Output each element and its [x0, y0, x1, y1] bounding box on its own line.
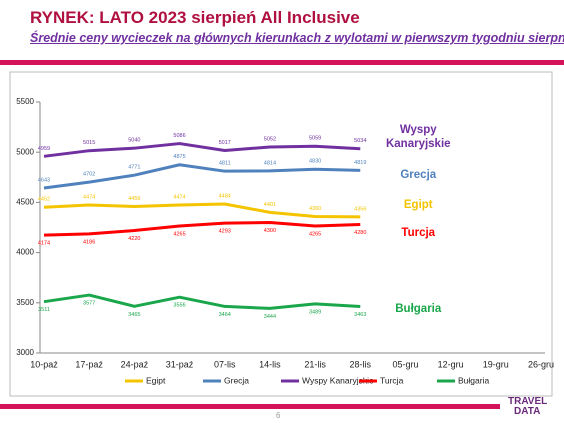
data-label: 4452: [38, 197, 50, 203]
data-label: 4280: [354, 230, 366, 236]
data-label: 4220: [128, 236, 140, 242]
data-label: 4702: [83, 172, 95, 178]
series-end-label: Turcja: [401, 227, 436, 240]
x-tick-label: 28-lis: [350, 359, 372, 369]
data-label: 4356: [354, 206, 366, 212]
series-line: [43, 202, 361, 219]
data-label: 3444: [264, 314, 276, 320]
data-label: 4360: [309, 206, 321, 212]
slide-title: RYNEK: LATO 2023 sierpień All Inclusive: [30, 8, 360, 27]
legend-label: Wyspy Kanaryjskie: [302, 375, 374, 385]
data-label: 4643: [38, 177, 50, 183]
series-line: [43, 293, 361, 310]
data-label: 4474: [83, 194, 95, 200]
y-tick-label: 4000: [16, 248, 34, 257]
data-label: 4484: [219, 193, 231, 199]
series-line: [43, 163, 361, 190]
series-line: [43, 220, 361, 237]
data-label: 4811: [219, 161, 231, 167]
legend-label: Egipt: [146, 375, 166, 385]
y-tick-label: 4500: [16, 198, 34, 207]
data-label: 4401: [264, 202, 276, 208]
x-tick-label: 05-gru: [392, 359, 418, 369]
data-label: 4265: [309, 231, 321, 237]
data-label: 4819: [354, 160, 366, 166]
x-tick-label: 31-paź: [166, 359, 194, 369]
series-line: [43, 142, 361, 158]
y-tick-label: 3000: [16, 348, 34, 357]
slide-subtitle: Średnie ceny wycieczek na głównych kieru…: [30, 31, 564, 45]
x-tick-label: 10-paź: [30, 359, 58, 369]
data-label: 3577: [83, 301, 95, 307]
x-tick-label: 07-lis: [214, 359, 236, 369]
legend-label: Turcja: [380, 375, 404, 385]
x-tick-label: 26-gru: [528, 359, 554, 369]
data-label: 4174: [38, 241, 50, 247]
data-label: 4459: [128, 196, 140, 202]
data-label: 4875: [173, 154, 185, 160]
series-end-label: Egipt: [403, 198, 433, 211]
data-label: 4265: [173, 231, 185, 237]
x-tick-label: 14-lis: [259, 359, 281, 369]
bottom-band: [0, 404, 500, 409]
data-label: 3511: [38, 307, 50, 313]
data-label: 4959: [38, 146, 50, 152]
y-tick-label: 5000: [16, 147, 34, 156]
x-tick-label: 17-paź: [75, 359, 103, 369]
data-label: 4830: [309, 159, 321, 165]
y-tick-label: 3500: [16, 298, 34, 307]
data-label: 5059: [309, 136, 321, 142]
legend-label: Grecja: [224, 375, 249, 385]
data-label: 4186: [83, 239, 95, 245]
logo: TRAVEL DATA: [508, 397, 547, 417]
logo-line: DATA: [514, 406, 541, 417]
data-label: 4300: [264, 228, 276, 234]
series-end-label: Grecja: [400, 169, 437, 182]
data-label: 5052: [264, 136, 276, 142]
x-tick-label: 19-gru: [483, 359, 509, 369]
series-end-label: Wyspy Kanaryjskie: [385, 123, 451, 150]
x-tick-label: 24-paź: [121, 359, 149, 369]
data-label: 5086: [173, 133, 185, 139]
top-band: [0, 60, 564, 65]
x-tick-label: 12-gru: [438, 359, 464, 369]
x-tick-label: 21-lis: [304, 359, 326, 369]
data-label: 3556: [173, 303, 185, 309]
data-label: 5040: [128, 138, 140, 144]
data-label: 3489: [309, 309, 321, 315]
legend-label: Bułgaria: [458, 375, 489, 385]
series-end-label: Bułgaria: [395, 302, 442, 315]
data-label: 3463: [354, 312, 366, 318]
data-label: 4293: [219, 229, 231, 235]
data-label: 5017: [219, 140, 231, 146]
data-label: 4814: [264, 160, 276, 166]
data-label: 5015: [83, 140, 95, 146]
data-label: 5034: [354, 138, 366, 144]
data-label: 4771: [128, 165, 140, 171]
logo-line: TRAVEL: [508, 396, 548, 407]
data-label: 3465: [128, 312, 140, 318]
y-tick-label: 5500: [16, 97, 34, 106]
data-label: 4474: [173, 194, 185, 200]
data-label: 3464: [219, 312, 231, 318]
page-number: 6: [276, 411, 281, 420]
